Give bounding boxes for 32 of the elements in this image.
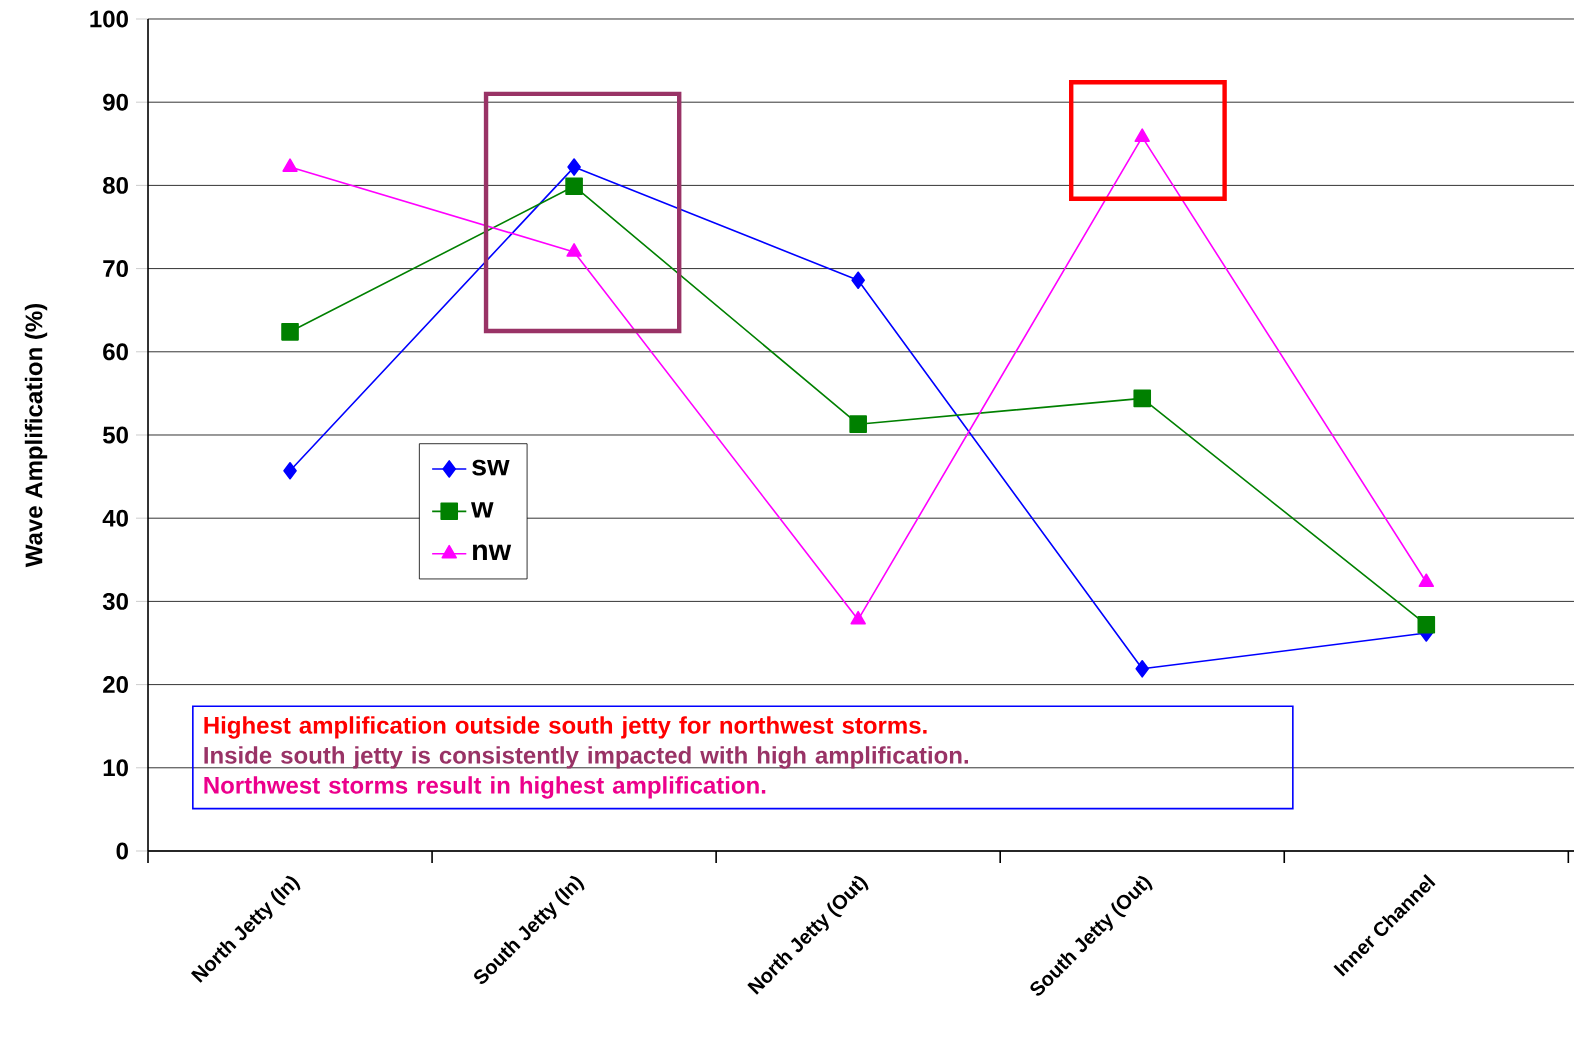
y-tick-label: 60 xyxy=(103,343,128,361)
point xyxy=(281,323,299,341)
annotation: Highest amplification outside south jetty for northwest storms. xyxy=(204,716,927,739)
point xyxy=(849,415,867,433)
y-tick-label: 80 xyxy=(103,176,128,194)
legend-label: w xyxy=(471,502,494,518)
legend-label: nw xyxy=(473,544,512,560)
point xyxy=(851,271,865,290)
point xyxy=(1134,128,1150,142)
y-tick-label: 70 xyxy=(103,260,128,278)
point xyxy=(283,461,297,480)
y-tick-label: 0 xyxy=(116,842,128,860)
y-tick-label: 20 xyxy=(103,676,128,694)
point xyxy=(1418,573,1435,588)
y-tick-label: 40 xyxy=(102,509,128,527)
y-axis-title: Wave Amplification (%) xyxy=(24,303,48,568)
point xyxy=(282,158,298,172)
y-tick-label: 10 xyxy=(103,759,128,777)
point xyxy=(567,158,581,176)
y-tick-label: 100 xyxy=(90,10,128,28)
y-tick-label: 90 xyxy=(103,93,128,111)
point xyxy=(1133,389,1152,408)
legend-label: sw xyxy=(472,459,510,476)
point xyxy=(565,177,583,196)
point xyxy=(1417,615,1436,634)
annotation: Inside south jetty is consistently impacted with high amplification. xyxy=(204,746,968,769)
annotation: Northwest storms result in highest amplification. xyxy=(204,776,766,799)
point xyxy=(1135,659,1150,678)
y-tick-label: 30 xyxy=(102,592,128,610)
point xyxy=(566,243,582,257)
point xyxy=(850,610,866,625)
y-tick-label: 50 xyxy=(103,426,128,444)
